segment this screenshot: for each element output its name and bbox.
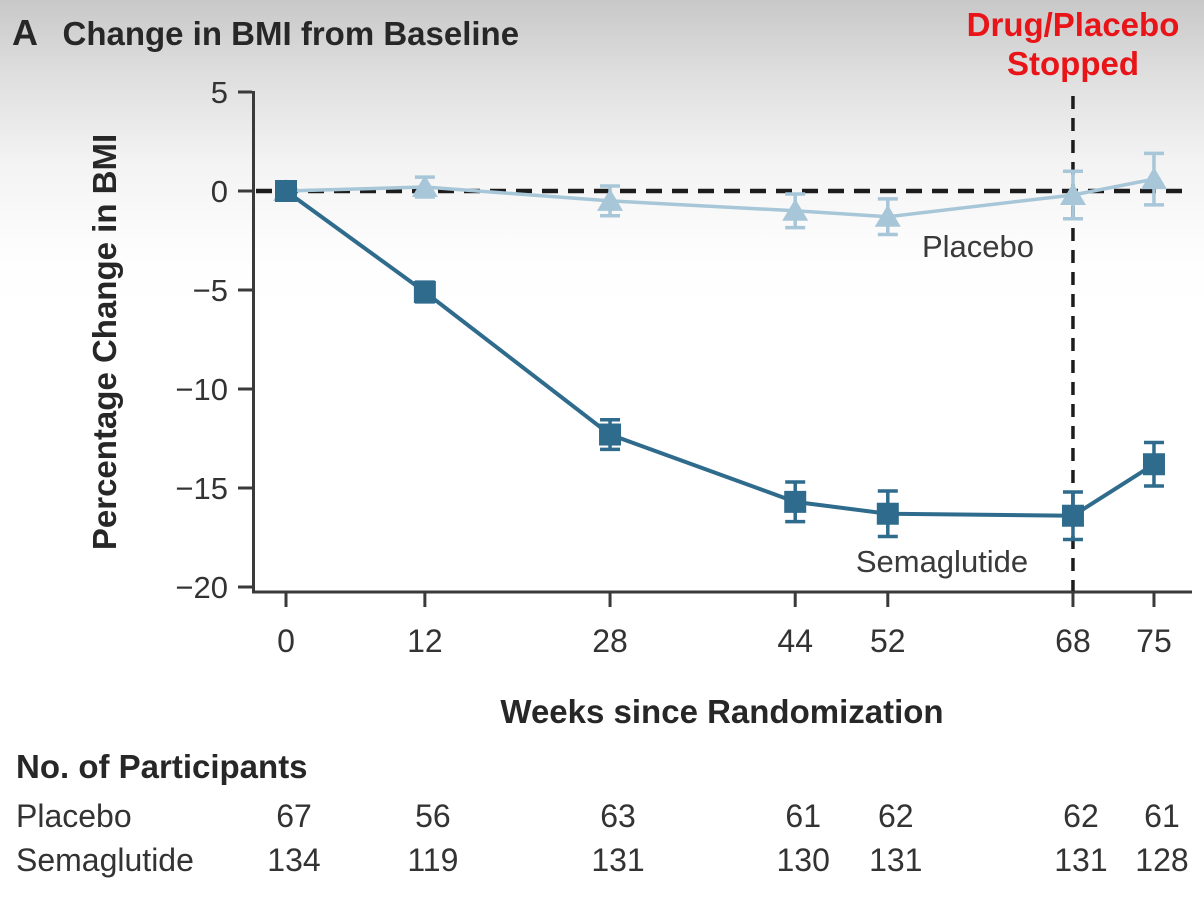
- participant-count-semaglutide-week-44: 130: [776, 842, 830, 878]
- x-tick-label: 12: [407, 623, 443, 659]
- placebo-triangle-marker: [874, 204, 901, 227]
- placebo-triangle-marker: [597, 188, 624, 211]
- participant-count-semaglutide-week-12: 119: [407, 842, 459, 878]
- semaglutide-series-label: Semaglutide: [856, 544, 1028, 579]
- drug-stopped-annotation: Drug/Placebo Stopped: [938, 6, 1204, 83]
- panel-letter: A: [12, 12, 39, 53]
- x-tick-label: 0: [277, 623, 295, 659]
- y-tick-label: 0: [211, 174, 228, 209]
- x-tick-label: 52: [870, 623, 906, 659]
- placebo-triangle-marker: [1059, 182, 1086, 205]
- participant-count-placebo-week-52: 62: [877, 798, 914, 834]
- semaglutide-square-marker: [1061, 504, 1084, 527]
- x-axis-title: Weeks since Randomization: [500, 693, 943, 730]
- x-tick-label: 68: [1055, 623, 1091, 659]
- placebo-triangle-marker: [411, 175, 438, 198]
- semaglutide-square-marker: [784, 490, 807, 513]
- annotation-line-1: Drug/Placebo: [966, 6, 1180, 43]
- table-row-label-placebo: Placebo: [16, 798, 132, 834]
- participant-count-placebo-week-75: 61: [1144, 798, 1180, 834]
- participant-count-placebo-week-44: 61: [785, 798, 821, 834]
- participant-count-semaglutide-week-0: 134: [267, 842, 321, 878]
- y-tick-label: 5: [211, 75, 228, 110]
- panel-header: A Change in BMI from Baseline: [12, 12, 519, 54]
- participant-count-placebo-week-0: 67: [276, 798, 312, 834]
- semaglutide-square-marker: [1142, 453, 1165, 476]
- x-tick-label: 75: [1136, 623, 1172, 659]
- participants-table-title: No. of Participants: [16, 748, 308, 785]
- y-axis-title: Percentage Change in BMI: [86, 134, 123, 550]
- participant-count-placebo-week-12: 56: [415, 798, 451, 834]
- semaglutide-square-marker: [275, 180, 297, 202]
- annotation-line-2: Stopped: [1007, 44, 1139, 82]
- y-tick-label: −5: [193, 273, 228, 308]
- table-row-label-semaglutide: Semaglutide: [16, 842, 194, 878]
- placebo-series-label: Placebo: [922, 229, 1034, 264]
- y-tick-label: −20: [175, 570, 228, 605]
- participant-count-placebo-week-68: 62: [1063, 798, 1099, 834]
- semaglutide-square-marker: [413, 280, 436, 303]
- participant-count-semaglutide-week-52: 131: [869, 842, 923, 878]
- panel-title: Change in BMI from Baseline: [62, 15, 520, 52]
- participant-count-semaglutide-week-28: 131: [591, 842, 645, 878]
- x-tick-label: 44: [777, 623, 813, 659]
- x-tick-label: 28: [592, 623, 628, 659]
- placebo-triangle-marker: [1140, 167, 1167, 190]
- semaglutide-square-marker: [876, 502, 899, 525]
- y-tick-label: −15: [175, 471, 228, 506]
- y-tick-label: −10: [175, 372, 228, 407]
- placebo-triangle-marker: [782, 198, 809, 221]
- participant-count-placebo-week-28: 63: [600, 798, 636, 834]
- bmi-change-line-chart: 5 0 −5 −10 −15 −20 0 12 28 44 52 68 75 Percentage Ch…: [86, 75, 1192, 730]
- participant-count-semaglutide-week-68: 131: [1054, 842, 1108, 878]
- semaglutide-square-marker: [599, 423, 622, 446]
- participant-count-semaglutide-week-75: 128: [1135, 842, 1189, 878]
